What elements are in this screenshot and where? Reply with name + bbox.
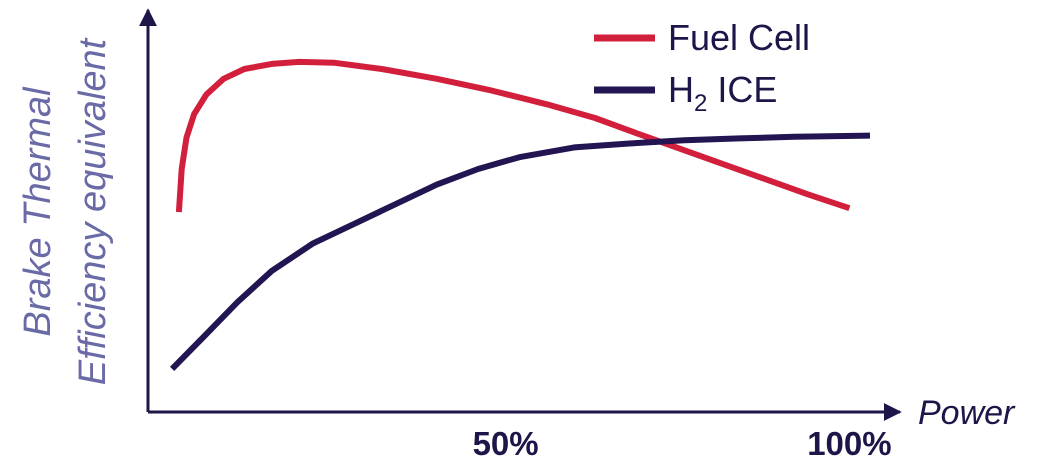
x-axis-label: Power	[918, 394, 1016, 432]
x-tick-label: 100%	[807, 425, 891, 462]
legend-label-h2-ice: H2 ICE	[668, 69, 777, 117]
legend-label-fuel-cell: Fuel Cell	[668, 17, 810, 58]
series-line-fuel-cell	[175, 58, 851, 213]
series-line-h2-ice	[169, 132, 871, 372]
legend: Fuel Cell H2 ICE	[594, 17, 810, 117]
series-lines	[169, 58, 871, 372]
y-axis-label-line-1: Brake Thermal	[17, 86, 59, 337]
x-tick-labels: 50% 100%	[473, 425, 892, 462]
x-tick-label: 50%	[473, 425, 539, 462]
y-axis-label-line-2: Efficiency equivalent	[72, 37, 114, 385]
